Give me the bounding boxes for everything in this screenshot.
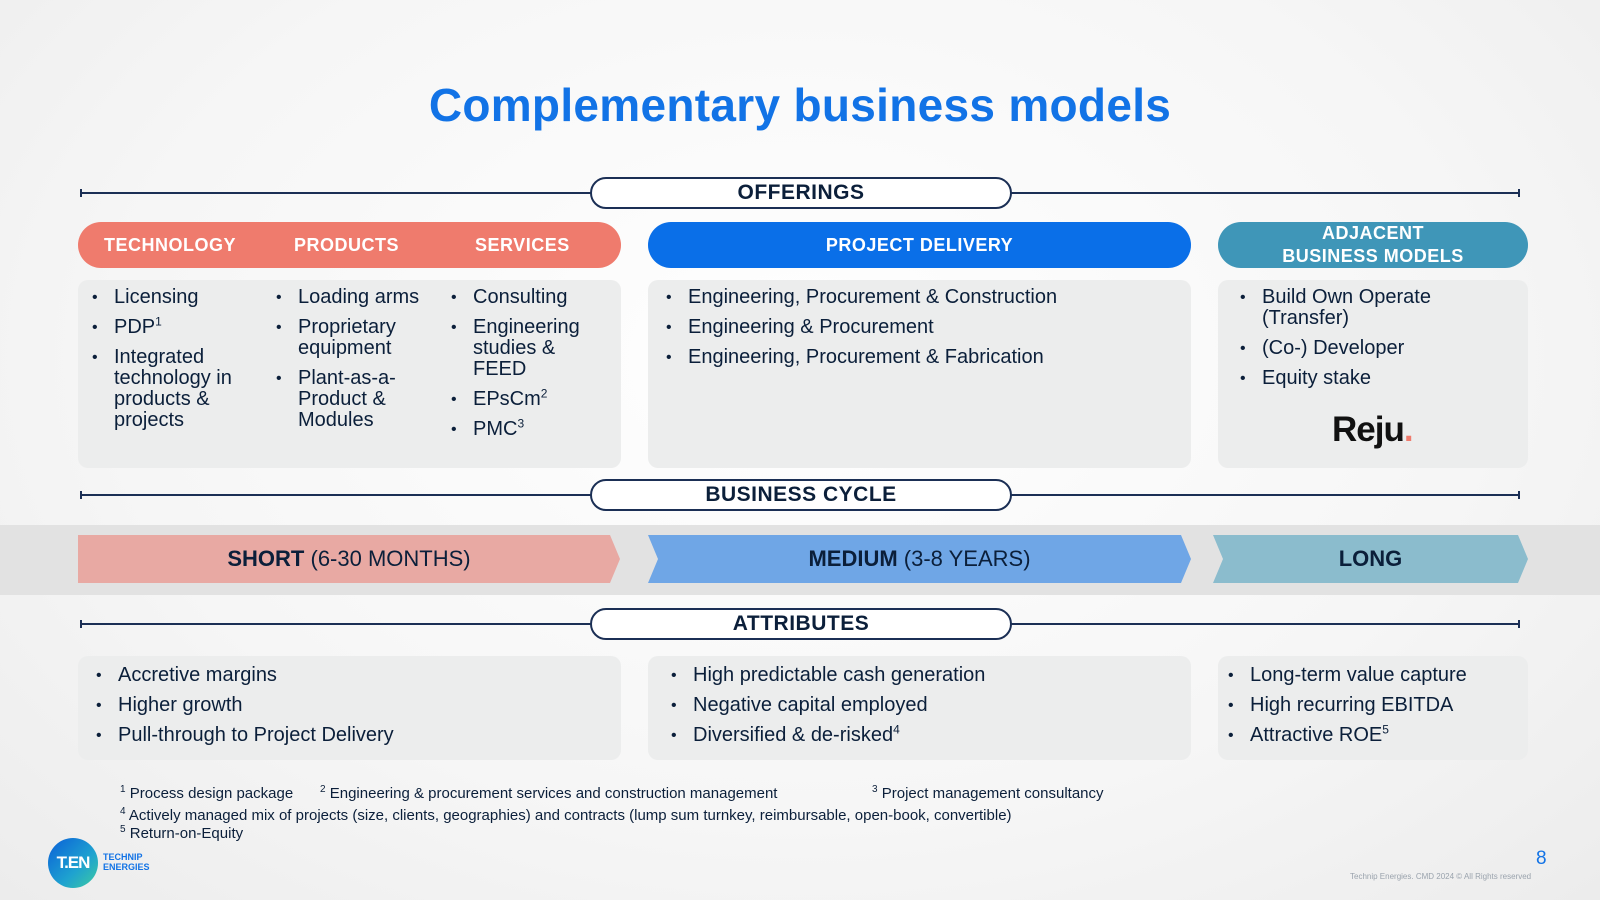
list-item: Engineering studies & FEED: [449, 317, 609, 380]
products-list: Loading arms Proprietary equipment Plant…: [274, 287, 424, 440]
list-item: Loading arms: [274, 287, 424, 309]
list-item: (Co-) Developer: [1238, 338, 1508, 360]
services-header: SERVICES: [475, 235, 570, 255]
list-item: Engineering, Procurement & Construction: [664, 287, 1174, 309]
list-item: High recurring EBITDA: [1226, 695, 1521, 717]
list-item: Licensing: [90, 287, 250, 309]
list-item: Long-term value capture: [1226, 665, 1521, 687]
technology-list: Licensing PDP1 Integrated technology in …: [90, 287, 250, 440]
short-cycle-arrow: SHORT (6-30 MONTHS): [78, 535, 620, 583]
copyright: Technip Energies. CMD 2024 © All Rights …: [1350, 872, 1532, 881]
project-delivery-list: Engineering, Procurement & Construction …: [664, 287, 1174, 377]
technology-header: TECHNOLOGY: [104, 235, 237, 255]
footnote-2: 2 Engineering & procurement services and…: [320, 784, 778, 803]
list-item: Higher growth: [94, 695, 614, 717]
list-item: Plant-as-a-Product & Modules: [274, 368, 424, 431]
products-header: PRODUCTS: [294, 235, 400, 255]
business-cycle-label: BUSINESS CYCLE: [590, 479, 1012, 511]
list-item: Build Own Operate (Transfer): [1238, 287, 1508, 329]
long-attributes-list: Long-term value capture High recurring E…: [1226, 665, 1521, 755]
footnote-3: 3 Project management consultancy: [872, 784, 1104, 803]
footnote-4: 4 Actively managed mix of projects (size…: [120, 806, 1012, 825]
list-item: PDP1: [90, 315, 250, 338]
list-item: Engineering, Procurement & Fabrication: [664, 347, 1174, 369]
footnote-5: 5 Return-on-Equity: [120, 824, 244, 843]
list-item: Pull-through to Project Delivery: [94, 725, 614, 747]
long-cycle-arrow: LONG: [1213, 535, 1528, 583]
list-item: Diversified & de-risked4: [669, 723, 1179, 746]
tps-header: TECHNOLOGY PRODUCTS SERVICES: [78, 222, 621, 268]
adjacent-header-line1: ADJACENT: [1321, 223, 1424, 243]
project-delivery-header: PROJECT DELIVERY: [648, 222, 1191, 268]
list-item: Negative capital employed: [669, 695, 1179, 717]
offerings-label: OFFERINGS: [590, 177, 1012, 209]
reju-logo: Reju.: [1332, 410, 1414, 449]
list-item: PMC3: [449, 417, 609, 440]
attributes-label: ATTRIBUTES: [590, 608, 1012, 640]
list-item: High predictable cash generation: [669, 665, 1179, 687]
list-item: Consulting: [449, 287, 609, 309]
short-attributes-list: Accretive margins Higher growth Pull-thr…: [94, 665, 614, 755]
page-title: Complementary business models: [428, 79, 1172, 131]
company-logo-icon: T.EN: [48, 838, 98, 888]
list-item: Equity stake: [1238, 368, 1508, 390]
list-item: Engineering & Procurement: [664, 317, 1174, 339]
footnote-1: 1 Process design package: [120, 784, 294, 803]
medium-attributes-list: High predictable cash generation Negativ…: [669, 665, 1179, 755]
services-list: Consulting Engineering studies & FEED EP…: [449, 287, 609, 449]
list-item: Accretive margins: [94, 665, 614, 687]
list-item: Proprietary equipment: [274, 317, 424, 359]
company-logo-text: TECHNIP ENERGIES: [103, 852, 150, 872]
list-item: Integrated technology in products & proj…: [90, 347, 250, 431]
adjacent-header-line2: BUSINESS MODELS: [1282, 246, 1464, 266]
list-item: Attractive ROE5: [1226, 723, 1521, 746]
list-item: EPsCm2: [449, 387, 609, 410]
adjacent-header: ADJACENT BUSINESS MODELS: [1218, 222, 1528, 268]
project-delivery-card: [648, 280, 1191, 468]
medium-cycle-arrow: MEDIUM (3-8 YEARS): [648, 535, 1191, 583]
page-number: 8: [1536, 848, 1547, 869]
adjacent-list: Build Own Operate (Transfer) (Co-) Devel…: [1238, 287, 1508, 398]
